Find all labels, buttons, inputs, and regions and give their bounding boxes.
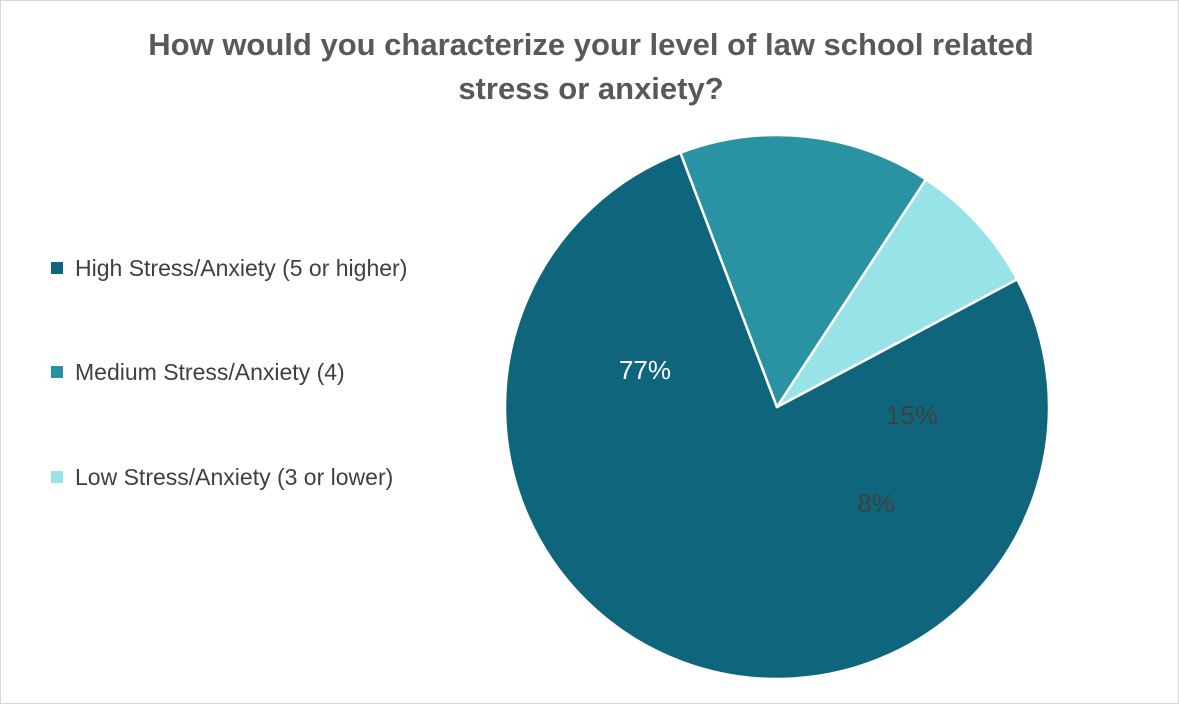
legend-item-high: High Stress/Anxiety (5 or higher) — [51, 253, 407, 283]
legend-swatch-low — [51, 471, 63, 483]
legend-label-high: High Stress/Anxiety (5 or higher) — [75, 254, 408, 281]
legend-label-medium: Medium Stress/Anxiety (4) — [75, 358, 345, 385]
data-label-high: 77% — [619, 355, 671, 385]
pie-slice-low — [775, 178, 1019, 409]
legend-item-low: Low Stress/Anxiety (3 or lower) — [51, 462, 393, 492]
data-label-medium: 15% — [886, 400, 938, 430]
pie-slice-high — [503, 151, 1051, 681]
legend-label-low: Low Stress/Anxiety (3 or lower) — [75, 463, 394, 490]
legend-swatch-high — [51, 262, 63, 274]
data-label-low: 8% — [857, 488, 895, 518]
legend-swatch-medium — [51, 366, 63, 378]
chart-title: How would you characterize your level of… — [148, 27, 1034, 106]
legend-item-medium: Medium Stress/Anxiety (4) — [51, 357, 345, 387]
pie-slice-medium — [679, 133, 928, 409]
